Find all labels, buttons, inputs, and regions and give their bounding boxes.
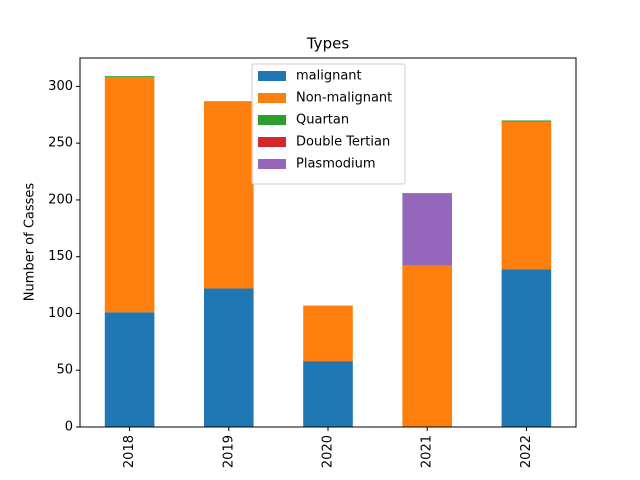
y-tick-label: 250	[48, 136, 73, 151]
legend-swatch	[258, 71, 286, 81]
bar-segment	[104, 76, 155, 78]
y-tick-label: 300	[48, 79, 73, 94]
x-tick-label: 2022	[519, 435, 534, 468]
x-tick-label: 2018	[122, 435, 137, 468]
legend-swatch	[258, 159, 286, 169]
chart-title: Types	[306, 35, 349, 53]
bar-segment	[402, 265, 452, 427]
bar-segment	[204, 101, 254, 289]
y-tick-label: 150	[48, 249, 73, 264]
bar-segment	[501, 269, 552, 427]
bar-segment	[501, 121, 552, 270]
bar-segment	[303, 305, 353, 362]
y-tick-label: 200	[48, 192, 73, 207]
legend-label: Non-malignant	[296, 91, 392, 106]
y-tick-label: 50	[56, 363, 73, 378]
legend-label: Quartan	[296, 113, 349, 128]
legend-label: Plasmodium	[296, 157, 376, 172]
x-tick-label: 2019	[221, 435, 236, 468]
y-tick-label: 100	[48, 306, 73, 321]
bar-segment	[104, 312, 155, 427]
legend-label: Double Tertian	[296, 135, 390, 150]
bar-segment	[303, 361, 353, 427]
legend-box	[251, 63, 406, 185]
bar-segment	[104, 77, 155, 313]
legend-label: malignant	[296, 69, 362, 84]
axes-frame	[79, 57, 577, 428]
x-tick-label: 2021	[420, 435, 435, 468]
y-tick-label: 0	[65, 420, 73, 435]
legend-swatch	[258, 93, 286, 103]
legend-swatch	[258, 115, 286, 125]
bar-segment	[402, 193, 452, 266]
legend-swatch	[258, 137, 286, 147]
bar-segment	[204, 288, 254, 427]
x-tick-label: 2020	[321, 435, 336, 468]
y-axis-label: Number of Casses	[23, 183, 38, 302]
bar-segment	[501, 120, 552, 122]
